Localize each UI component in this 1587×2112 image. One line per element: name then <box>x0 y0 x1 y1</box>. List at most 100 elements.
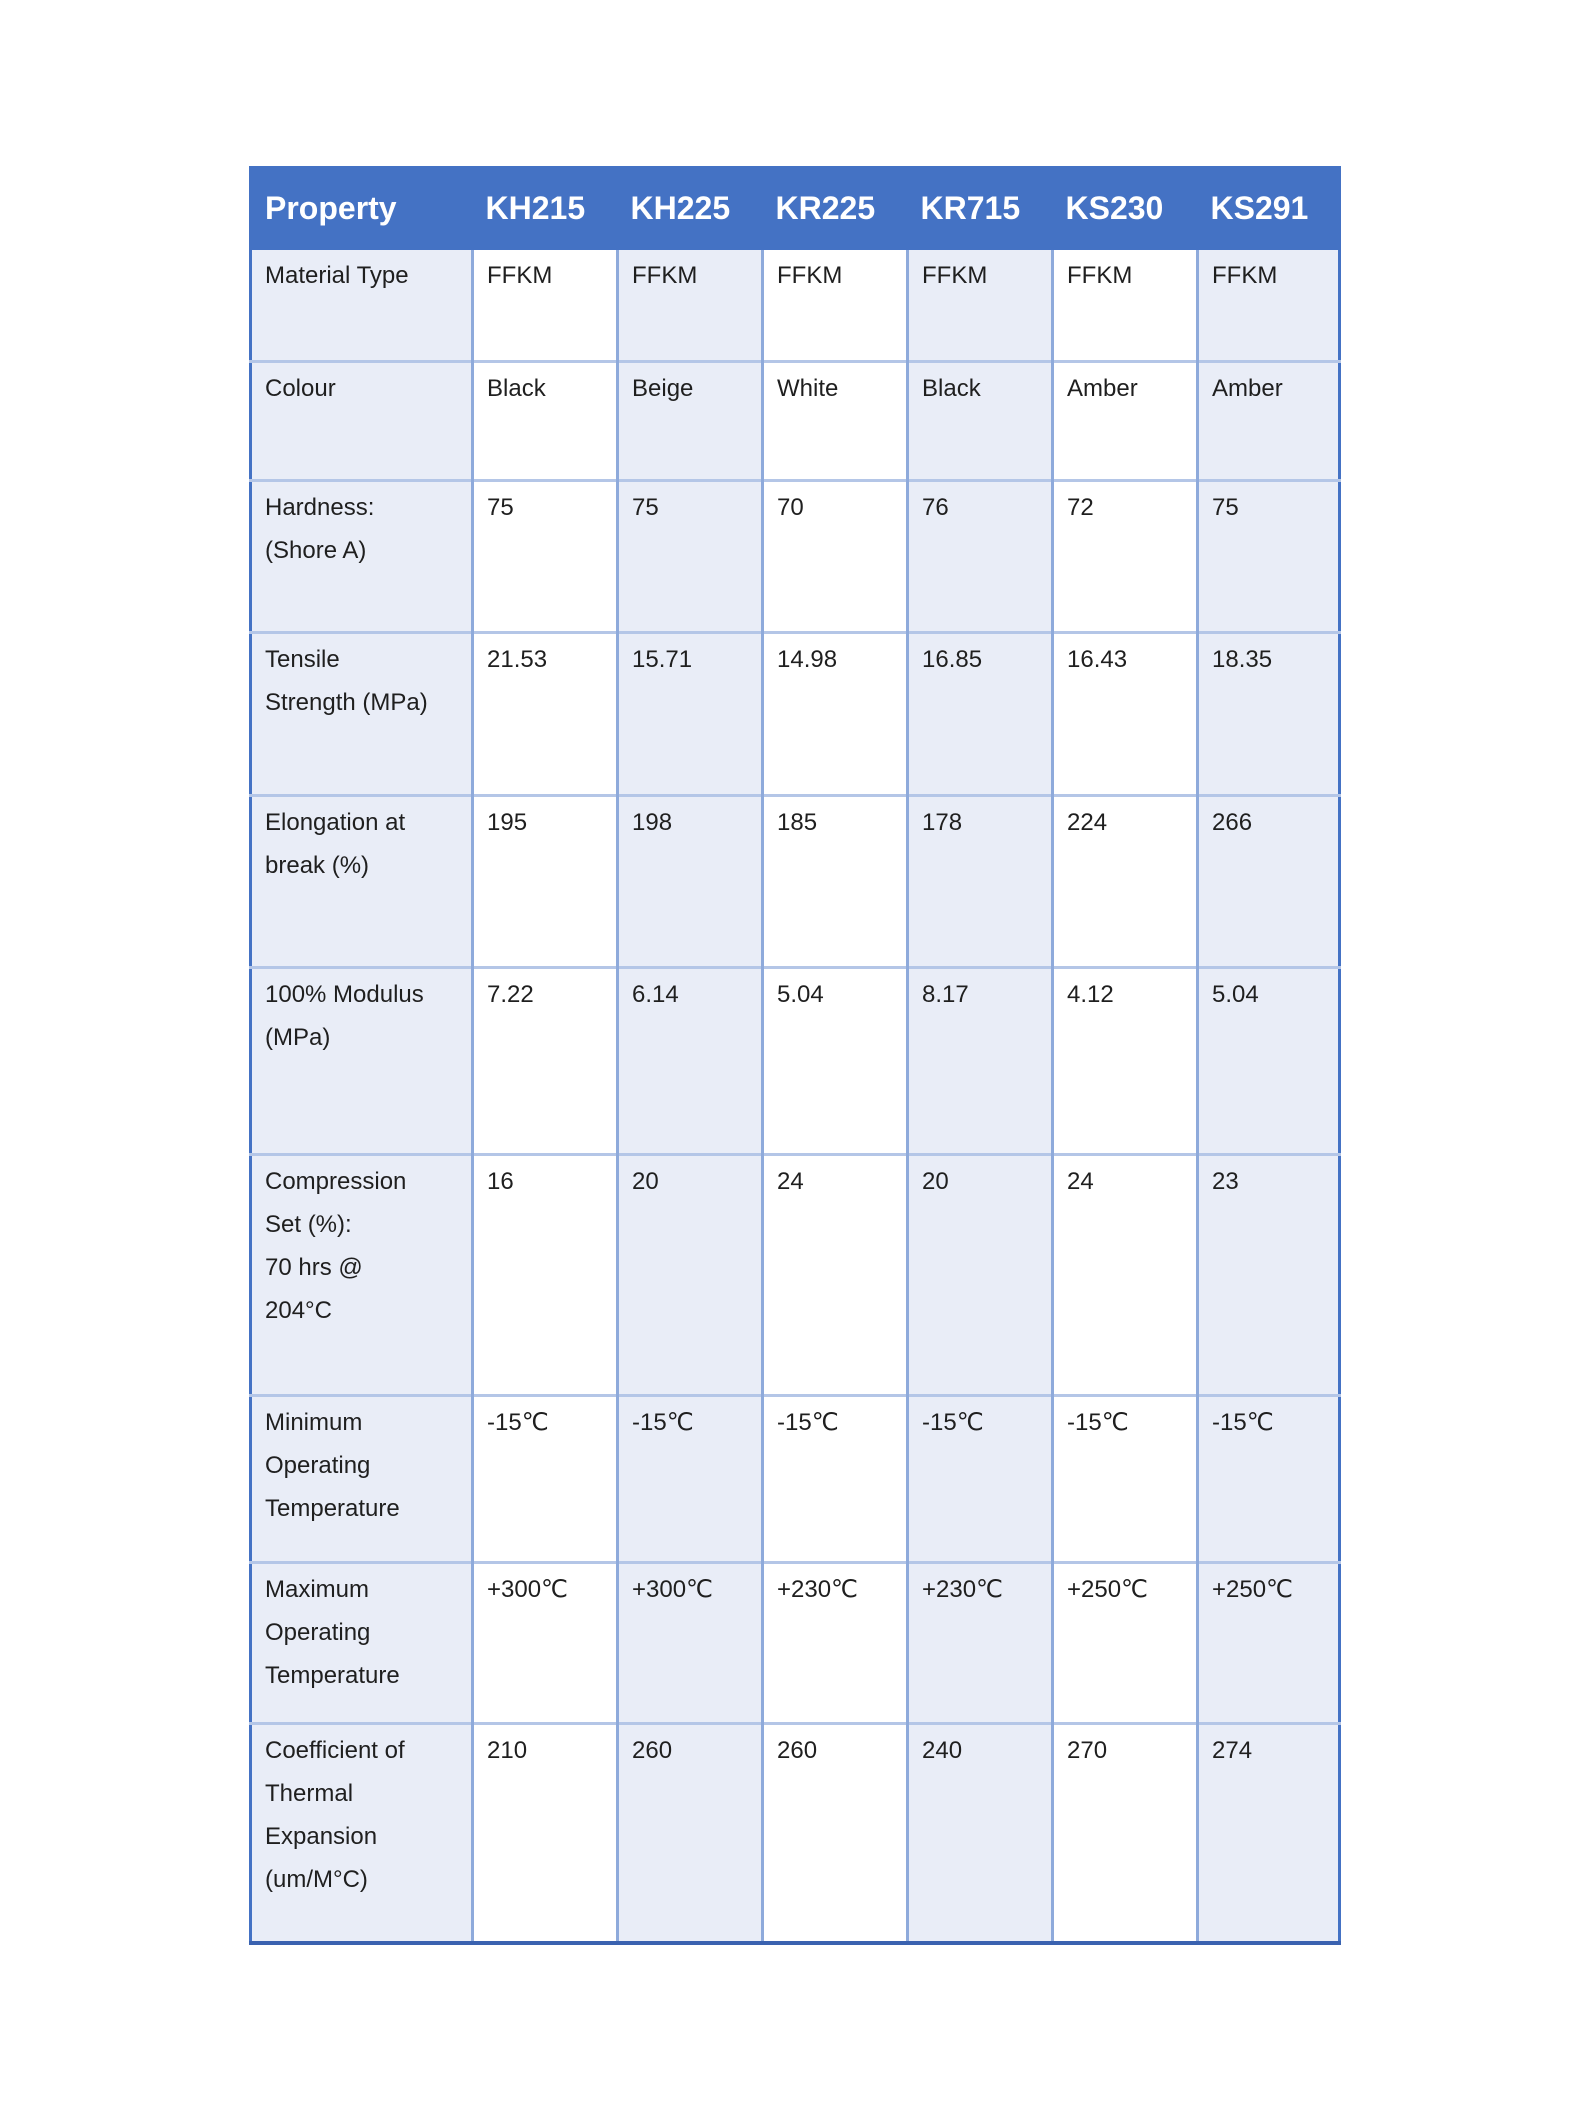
property-label-cell: 100% Modulus (MPa) <box>250 965 473 1154</box>
value-cell: -15℃ <box>1051 1393 1198 1562</box>
column-header-property: Property <box>250 166 473 250</box>
table-row: Compression Set (%): 70 hrs @204°C 16 20 24 20… <box>250 1152 1340 1395</box>
property-label-line: (MPa) <box>265 1023 331 1051</box>
value-cell: 23 <box>1196 1152 1340 1395</box>
table-row: Tensile Strength (MPa) 21.53 15.71 14.98 16.8… <box>250 630 1340 795</box>
property-label-line: Tensile <box>265 645 340 673</box>
property-label-line: Operating <box>265 1618 371 1646</box>
value-cell: 16 <box>471 1152 618 1395</box>
property-label-cell: Coefficient of Thermal Expansion (um/M°C) <box>250 1721 473 1943</box>
value-cell: Black <box>906 359 1053 480</box>
value-cell: Amber <box>1051 359 1198 480</box>
value-cell: 4.12 <box>1051 965 1198 1154</box>
property-label-line: Set (%): <box>265 1210 352 1238</box>
value-cell: White <box>761 359 908 480</box>
material-properties-table: Property KH215 KH225 KR225 KR715 KS230 KS291 M… <box>249 166 1341 1945</box>
column-header-kh225: KH225 <box>617 166 763 250</box>
value-cell: 198 <box>616 793 763 967</box>
value-cell: 6.14 <box>616 965 763 1154</box>
property-label-line: 100% Modulus <box>265 980 424 1008</box>
property-label-line: Operating <box>265 1451 371 1479</box>
value-cell: Beige <box>616 359 763 480</box>
value-cell: +300℃ <box>616 1560 763 1723</box>
value-cell: 178 <box>906 793 1053 967</box>
property-label-line: Minimum <box>265 1408 363 1436</box>
property-label-line: Maximum <box>265 1575 370 1603</box>
property-label-cell: Tensile Strength (MPa) <box>250 630 473 795</box>
value-cell: 18.35 <box>1196 630 1340 795</box>
value-cell: 240 <box>906 1721 1053 1943</box>
property-label-line: Colour <box>265 374 336 402</box>
property-label-line: 70 hrs @ <box>265 1253 363 1281</box>
property-label-cell: Maximum Operating Temperature <box>250 1560 473 1723</box>
value-cell: 260 <box>761 1721 908 1943</box>
table-row: 100% Modulus (MPa) 7.22 6.14 5.04 8.17 4.12 5.0… <box>250 965 1340 1154</box>
column-header-ks291: KS291 <box>1197 166 1340 250</box>
property-label-line: Material Type <box>265 262 409 289</box>
value-cell: FFKM <box>1196 250 1340 361</box>
table-row: Minimum Operating Temperature -15℃ -15℃ -15℃ -… <box>250 1393 1340 1562</box>
table-row: Maximum Operating Temperature +300℃ +300℃ +23… <box>250 1560 1340 1723</box>
property-label-line: Temperature <box>265 1494 400 1522</box>
property-label-line: Compression <box>265 1167 407 1195</box>
value-cell: +230℃ <box>906 1560 1053 1723</box>
value-cell: 72 <box>1051 478 1198 632</box>
value-cell: 224 <box>1051 793 1198 967</box>
value-cell: +250℃ <box>1196 1560 1340 1723</box>
column-header-kr225: KR225 <box>762 166 908 250</box>
property-label-line: Elongation at <box>265 808 406 836</box>
value-cell: -15℃ <box>761 1393 908 1562</box>
column-header-ks230: KS230 <box>1052 166 1198 250</box>
value-cell: 75 <box>616 478 763 632</box>
value-cell: -15℃ <box>471 1393 618 1562</box>
value-cell: 260 <box>616 1721 763 1943</box>
value-cell: Amber <box>1196 359 1340 480</box>
table-row: Colour Black Beige White Black Amber Amber <box>250 359 1340 480</box>
property-label-line: (um/M°C) <box>265 1865 368 1893</box>
header-row: Property KH215 KH225 KR225 KR715 KS230 KS291 <box>250 166 1340 250</box>
property-label-line: Coefficient of <box>265 1736 405 1764</box>
value-cell: 270 <box>1051 1721 1198 1943</box>
property-label-cell: Material Type <box>250 250 473 361</box>
value-cell: +300℃ <box>471 1560 618 1723</box>
value-cell: +250℃ <box>1051 1560 1198 1723</box>
value-cell: 21.53 <box>471 630 618 795</box>
property-label-cell: Compression Set (%): 70 hrs @ 204°C <box>250 1152 473 1395</box>
property-label-line: Temperature <box>265 1661 400 1689</box>
value-cell: 24 <box>1051 1152 1198 1395</box>
value-cell: 16.43 <box>1051 630 1198 795</box>
property-label-line: Expansion <box>265 1822 378 1850</box>
value-cell: 266 <box>1196 793 1340 967</box>
value-cell: 274 <box>1196 1721 1340 1943</box>
value-cell: FFKM <box>906 250 1053 361</box>
value-cell: +230℃ <box>761 1560 908 1723</box>
table-row: Hardness: (Shore A) 75 75 70 76 72 75 <box>250 478 1340 632</box>
property-label-line: Thermal <box>265 1779 354 1807</box>
table-row: Elongation at break (%) 195 198 185 178 224 266 <box>250 793 1340 967</box>
value-cell: 75 <box>1196 478 1340 632</box>
property-label-line: 204°C <box>265 1296 332 1324</box>
value-cell: 15.71 <box>616 630 763 795</box>
value-cell: 76 <box>906 478 1053 632</box>
table-row: Material Type FFKM FFKM FFKM FFKM FFKM FFKM <box>250 250 1340 361</box>
table-body: Material Type FFKM FFKM FFKM FFKM FFKM FFKM Col… <box>250 250 1340 1943</box>
column-header-kr715: KR715 <box>907 166 1053 250</box>
value-cell: 20 <box>906 1152 1053 1395</box>
value-cell: 185 <box>761 793 908 967</box>
value-cell: 16.85 <box>906 630 1053 795</box>
value-cell: 5.04 <box>1196 965 1340 1154</box>
value-cell: FFKM <box>616 250 763 361</box>
property-label-line: Hardness: <box>265 493 375 521</box>
value-cell: 7.22 <box>471 965 618 1154</box>
value-cell: 20 <box>616 1152 763 1395</box>
property-label-line: break (%) <box>265 851 370 879</box>
property-label-line: (Shore A) <box>265 536 367 564</box>
value-cell: FFKM <box>761 250 908 361</box>
value-cell: -15℃ <box>616 1393 763 1562</box>
value-cell: Black <box>471 359 618 480</box>
value-cell: 75 <box>471 478 618 632</box>
property-label-line: Strength (MPa) <box>265 688 428 716</box>
value-cell: 210 <box>471 1721 618 1943</box>
value-cell: -15℃ <box>906 1393 1053 1562</box>
